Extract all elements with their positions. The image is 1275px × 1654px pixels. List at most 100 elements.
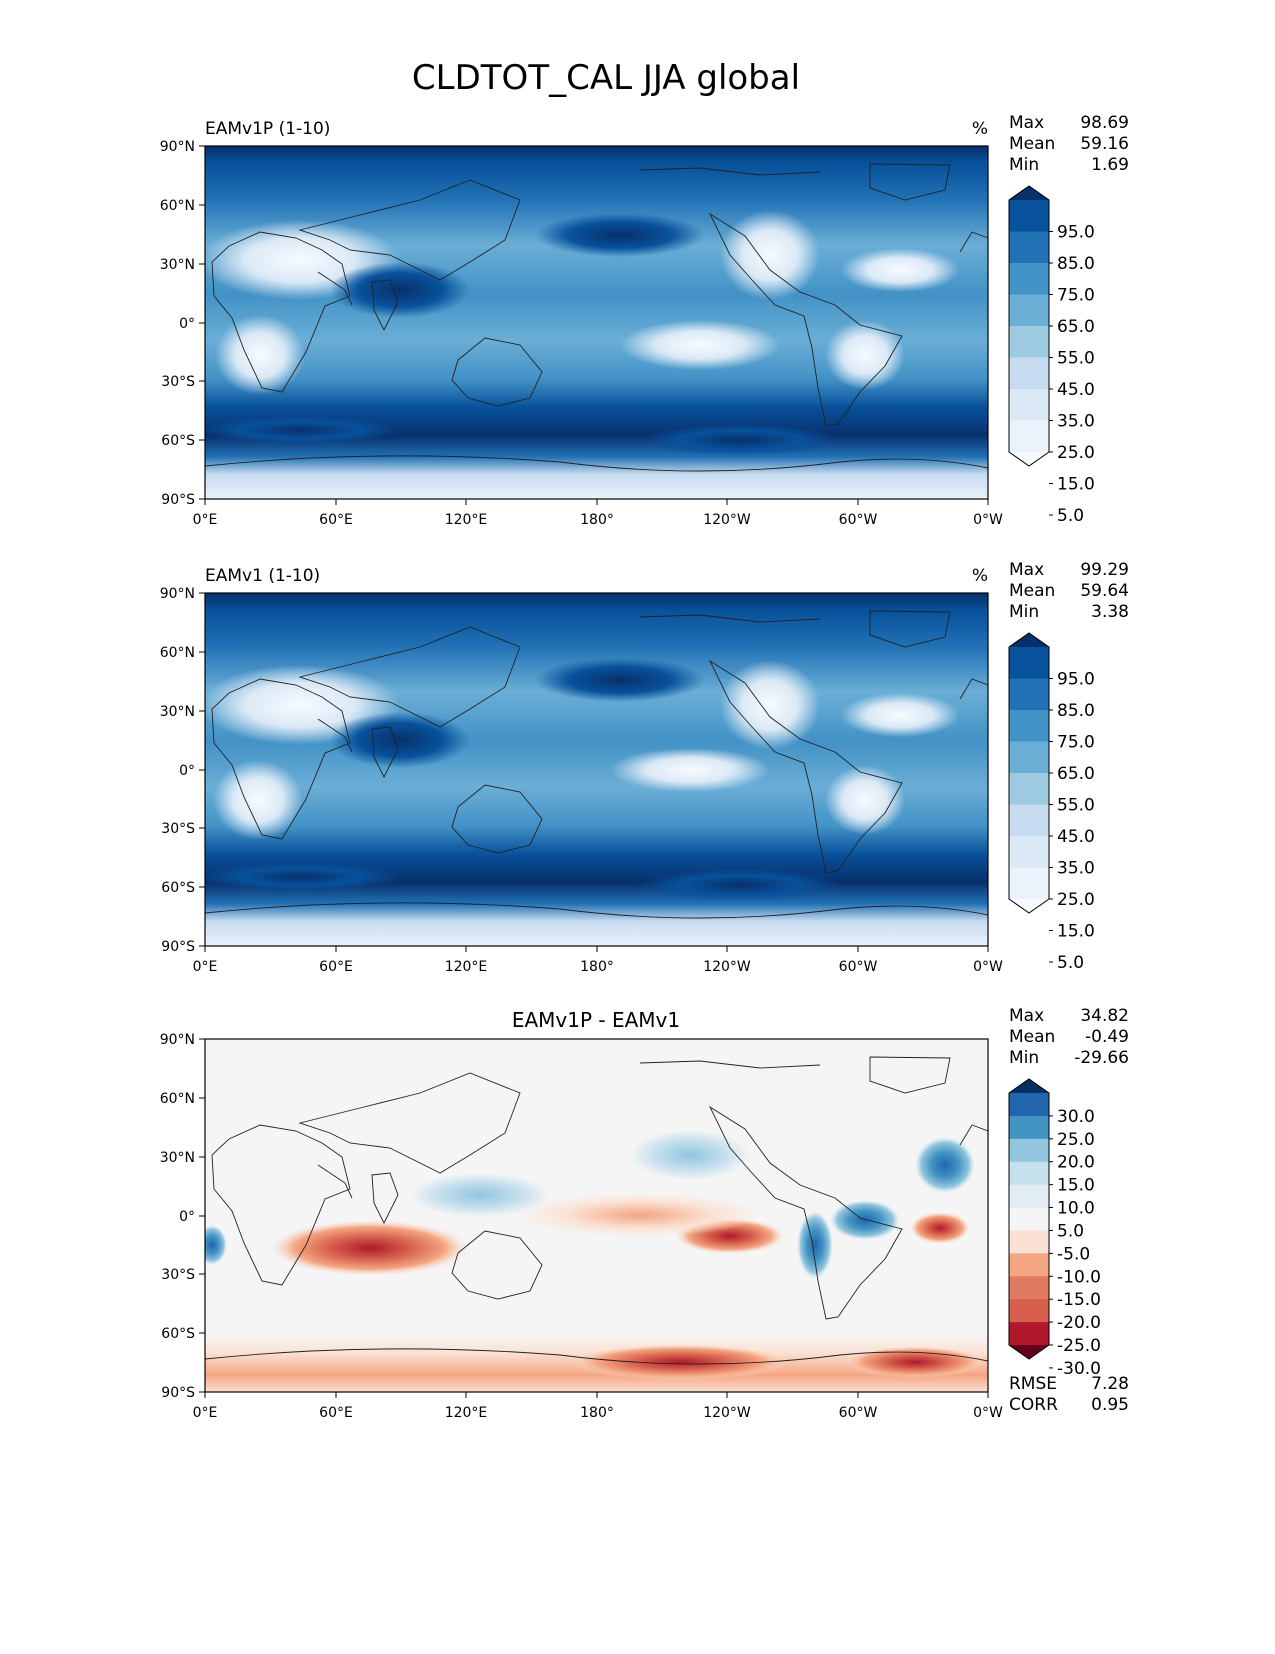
- panel-1-so-cloud-2: [205, 416, 400, 444]
- colorbar-1-tick-label: 45.0: [1057, 380, 1095, 400]
- panel-1-units: %: [972, 119, 988, 139]
- panel-1-lon-60w: 60°W: [839, 512, 878, 528]
- colorbar-3-tick-label: 15.0: [1057, 1176, 1095, 1196]
- colorbar-3-bin: [1009, 1093, 1049, 1117]
- panel-1-lon-0w: 0°W: [973, 512, 1003, 528]
- panel-1-min-value: 1.69: [1091, 155, 1129, 175]
- panel-2-mean-label: Mean: [1009, 581, 1055, 601]
- panel-2-coastlines: [205, 610, 988, 919]
- colorbar-2-bin: [1009, 710, 1049, 742]
- panel-3-lon-0e: 0°E: [193, 1405, 218, 1421]
- panel-2-pacific-clear: [610, 748, 770, 792]
- panel-1-map: [205, 146, 988, 499]
- panel-2-lon-180: 180°: [580, 959, 614, 975]
- panel-3-so-red-2: [845, 1346, 985, 1378]
- panel-2: EAMv1 (1-10) % Max 99.29 Mean 59.64 Min …: [160, 560, 1129, 975]
- colorbar-2-tick-label: 95.0: [1057, 670, 1095, 690]
- panel-3-npac-blue: [630, 1130, 750, 1180]
- panel-2-lon-ticks: 0°E 60°E 120°E 180° 120°W 60°W 0°W: [193, 946, 1003, 975]
- colorbar-1-bin: [1009, 357, 1049, 390]
- colorbar-3-tick-label: -30.0: [1057, 1359, 1101, 1379]
- colorbar-2-bin: [1009, 836, 1049, 868]
- panel-1-npac-cloud: [535, 213, 705, 257]
- colorbar-2-tick-label: 75.0: [1057, 733, 1095, 753]
- panel-2-lat-90s: 90°S: [161, 939, 195, 955]
- colorbar-3-tick-label: 10.0: [1057, 1199, 1095, 1219]
- colorbar-1-extend-top: [1009, 186, 1049, 200]
- panel-3-lon-120e: 120°E: [445, 1405, 488, 1421]
- colorbar-3-tick-label: 20.0: [1057, 1153, 1095, 1173]
- colorbar-1-tick-label: 95.0: [1057, 223, 1095, 243]
- panel-1-africa-clear: [215, 315, 305, 395]
- panel-2-so-cloud: [640, 869, 840, 901]
- colorbar-1-tick-label: 65.0: [1057, 317, 1095, 337]
- colorbar-2-bin: [1009, 741, 1049, 774]
- colorbar-2-extend-bottom: [1009, 899, 1049, 913]
- panel-1-lon-60e: 60°E: [319, 512, 353, 528]
- panel-3-amazon-blue: [830, 1200, 900, 1240]
- colorbar-3-tick-label: 25.0: [1057, 1130, 1095, 1150]
- panel-2-lat-60n: 60°N: [160, 645, 195, 661]
- panel-2-lon-0w: 0°W: [973, 959, 1003, 975]
- colorbar-3-extend-top: [1009, 1079, 1049, 1093]
- panel-3-coastlines: [205, 1056, 988, 1365]
- panel-3-samer-blue: [797, 1211, 833, 1279]
- panel-3-max-label: Max: [1009, 1006, 1044, 1026]
- panel-1-lat-90s: 90°S: [161, 492, 195, 508]
- colorbar-2-bin: [1009, 678, 1049, 711]
- panel-3-lon-0w: 0°W: [973, 1405, 1003, 1421]
- panel-2-title: EAMv1 (1-10): [205, 566, 320, 586]
- panel-2-mean-value: 59.64: [1080, 581, 1129, 601]
- panel-1-lat-60s: 60°S: [161, 433, 195, 449]
- panel-1-lon-0e: 0°E: [193, 512, 218, 528]
- colorbar-1-bin: [1009, 231, 1049, 264]
- colorbar-2-tick-label: 65.0: [1057, 764, 1095, 784]
- colorbar-3-bin: [1009, 1184, 1049, 1209]
- colorbar-2-bin: [1009, 867, 1049, 900]
- panel-2-lon-0e: 0°E: [193, 959, 218, 975]
- colorbar-2-bin: [1009, 773, 1049, 805]
- panel-2-atl-clear: [840, 693, 960, 737]
- panel-3: EAMv1P - EAMv1 Max 34.82 Mean -0.49 Min …: [160, 1006, 1129, 1421]
- panel-3-lat-ticks: 90°N 60°N 30°N 0° 30°S 60°S 90°S: [160, 1032, 205, 1401]
- colorbar-1-tick-label: 15.0: [1057, 475, 1095, 495]
- colorbar-3-bin: [1009, 1115, 1049, 1140]
- panel-1-title: EAMv1P (1-10): [205, 119, 330, 139]
- panel-1-pacific-clear: [620, 320, 780, 370]
- panel-2-india-cloud: [330, 712, 470, 768]
- colorbar-3-bin: [1009, 1322, 1049, 1346]
- colorbar-3-tick-label: -5.0: [1057, 1244, 1090, 1264]
- colorbar-3-bin: [1009, 1138, 1049, 1163]
- panel-3-atl-blue: [915, 1137, 975, 1193]
- panel-3-corr-label: CORR: [1009, 1395, 1058, 1415]
- colorbar-2-tick-label: 55.0: [1057, 796, 1095, 816]
- panel-2-na-clear: [720, 660, 820, 750]
- panel-1-lat-ticks: 90°N 60°N 30°N 0° 30°S 60°S 90°S: [160, 139, 205, 508]
- colorbar-1-tick-label: 85.0: [1057, 254, 1095, 274]
- panel-3-min-value: -29.66: [1074, 1048, 1129, 1068]
- panel-2-lat-90n: 90°N: [160, 586, 195, 602]
- panel-3-min-label: Min: [1009, 1048, 1039, 1068]
- panel-3-lat-60n: 60°N: [160, 1091, 195, 1107]
- colorbar-2-tick-label: 45.0: [1057, 827, 1095, 847]
- panel-1-lon-180: 180°: [580, 512, 614, 528]
- panel-2-so-cloud-2: [205, 863, 400, 891]
- panel-1: EAMv1P (1-10) % Max 98.69 Mean 59.16 Min…: [160, 113, 1129, 528]
- panel-2-lon-60e: 60°E: [319, 959, 353, 975]
- colorbar-1-bin: [1009, 326, 1049, 358]
- colorbar-2-tick-label: 5.0: [1057, 953, 1084, 973]
- panel-3-stats: Max 34.82 Mean -0.49 Min -29.66: [1009, 1006, 1129, 1068]
- panel-3-colorbar: 30.0 25.0 20.0 15.0 10.05.0 -5.0 -10.0 -15.0 -20…: [1008, 1078, 1101, 1379]
- colorbar-2-tick-label: 25.0: [1057, 890, 1095, 910]
- colorbar-2-extend-top: [1009, 633, 1049, 647]
- panel-1-lon-120e: 120°E: [445, 512, 488, 528]
- panel-1-lat-60n: 60°N: [160, 198, 195, 214]
- panel-3-mean-value: -0.49: [1085, 1027, 1129, 1047]
- panel-1-lat-30n: 30°N: [160, 257, 195, 273]
- panel-3-wpac-blue: [410, 1173, 550, 1217]
- colorbar-1-bin: [1009, 263, 1049, 295]
- panel-2-max-value: 99.29: [1080, 560, 1129, 580]
- panel-1-lon-ticks: 0°E 60°E 120°E 180° 120°W 60°W 0°W: [193, 499, 1003, 528]
- colorbar-3-tick-label: -25.0: [1057, 1336, 1101, 1356]
- panel-1-stats: Max 98.69 Mean 59.16 Min 1.69: [1009, 113, 1129, 175]
